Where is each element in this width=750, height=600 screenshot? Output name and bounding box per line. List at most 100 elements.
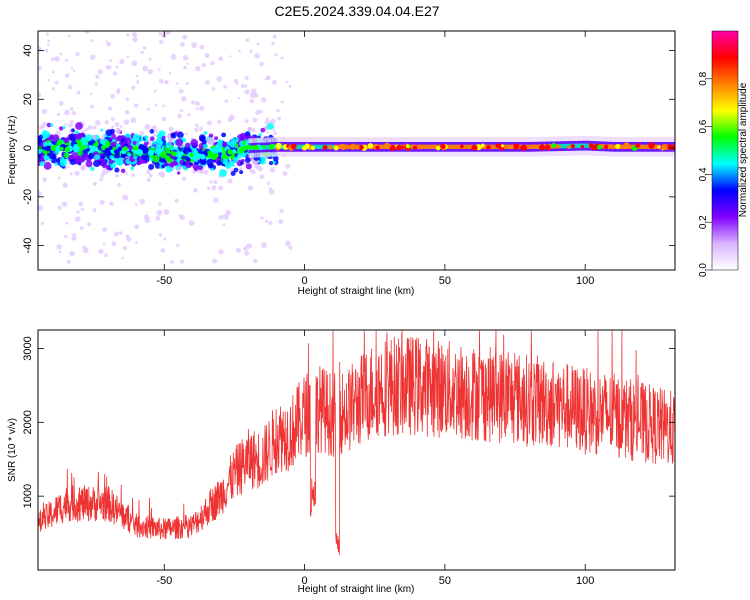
spectrogram-speckle <box>79 226 84 230</box>
spectrogram-cell <box>84 148 89 153</box>
spectrogram-peak <box>440 143 446 150</box>
spectrogram-speckle <box>58 250 62 254</box>
spectrogram-core <box>586 143 590 148</box>
spectrogram-speckle <box>186 62 189 66</box>
spectrogram-core <box>647 144 650 150</box>
spectrogram-speckle <box>203 169 209 175</box>
spectrogram-peak <box>348 144 354 150</box>
spectrogram-cell <box>114 167 120 173</box>
spectrogram-speckle <box>158 32 162 35</box>
spectrogram-cell <box>132 144 139 152</box>
spectrogram-cell <box>233 167 239 173</box>
spectrogram-core <box>337 144 340 150</box>
spectrogram-speckle <box>161 171 165 176</box>
spectrogram-speckle <box>194 128 199 133</box>
spectrogram-speckle <box>272 34 277 39</box>
spectrogram-peak <box>189 152 194 158</box>
spectrogram-speckle <box>69 107 74 111</box>
spectrogram-core <box>559 143 563 149</box>
spectrogram-cell <box>206 158 214 167</box>
spectrogram-cell <box>155 139 164 148</box>
spectrogram-speckle <box>92 208 97 213</box>
spectrogram-speckle <box>95 74 100 79</box>
spectrogram-core <box>317 144 320 150</box>
spectrogram-cell <box>145 139 149 143</box>
spectrogram-core <box>531 144 534 149</box>
spectrogram-cell <box>140 154 147 160</box>
spectrogram-speckle <box>158 202 162 206</box>
spectrogram-cell <box>100 154 105 160</box>
spectrogram-cell <box>221 132 227 138</box>
snr-y-tick-label: 1000 <box>22 484 34 508</box>
colorbar-tick-label: 0.0 <box>698 263 709 277</box>
spectrogram-core <box>654 144 657 150</box>
spectrogram-speckle <box>112 71 118 76</box>
spectrogram-cell <box>245 163 252 170</box>
spectrogram-speckle <box>238 167 243 171</box>
spectrogram-speckle <box>256 42 260 46</box>
spectrogram-speckle <box>64 122 68 126</box>
spectrogram-core <box>332 144 335 150</box>
spectrogram-speckle <box>65 221 69 225</box>
spectrogram-core <box>467 144 470 150</box>
spectrogram-core <box>298 144 302 150</box>
spectrogram-y-tick-label: 0 <box>22 145 34 151</box>
spectrogram-speckle <box>180 42 185 47</box>
spectrogram-cell <box>51 134 60 143</box>
spectrogram-speckle <box>144 123 151 130</box>
spectrogram-peak <box>615 143 621 149</box>
spectrogram-speckle <box>163 209 170 215</box>
spectrogram-speckle <box>38 92 42 98</box>
spectrogram-speckle <box>285 240 291 247</box>
spectrogram-speckle <box>117 183 121 187</box>
spectrogram-speckle <box>272 128 275 132</box>
spectrogram-cell <box>81 138 87 144</box>
spectrogram-speckle <box>38 46 42 53</box>
spectrogram-speckle <box>97 69 103 75</box>
spectrogram-peak <box>557 145 562 149</box>
spectrogram-speckle <box>89 54 96 60</box>
spectrogram-peak <box>133 149 138 154</box>
spectrogram-speckle <box>274 53 278 57</box>
spectrogram-core <box>628 144 632 150</box>
spectrogram-speckle <box>269 166 276 173</box>
spectrogram-speckle <box>126 33 130 37</box>
spectrogram-cell <box>105 140 110 146</box>
spectrogram-speckle <box>265 117 269 121</box>
spectrogram-cell <box>133 155 138 160</box>
spectrogram-y-tick-label: 20 <box>22 93 34 105</box>
spectrogram-cell <box>244 157 251 164</box>
spectrogram-speckle <box>122 245 128 251</box>
spectrogram-cell <box>266 122 275 130</box>
spectrogram-speckle <box>266 181 271 185</box>
spectrogram-core <box>538 144 541 149</box>
snr-x-tick-label: 100 <box>576 575 594 587</box>
spectrogram-speckle <box>41 108 48 115</box>
spectrogram-speckle <box>139 130 144 136</box>
spectrogram-core <box>320 144 324 150</box>
spectrogram-speckle <box>64 109 70 116</box>
spectrogram-y-axis-label: Frequency (Hz) <box>7 116 18 185</box>
spectrogram-cell <box>148 163 155 170</box>
snr-panel: -50 0 50 100 1000 2000 3000 Height of straight… <box>7 329 676 595</box>
spectrogram-peak <box>471 144 478 151</box>
spectrogram-speckle <box>254 52 260 59</box>
spectrogram-speckle <box>228 114 235 121</box>
spectrogram-speckle <box>75 52 80 57</box>
spectrogram-speckle <box>64 73 70 78</box>
spectrogram-speckle <box>210 61 215 66</box>
spectrogram-speckle <box>288 245 293 250</box>
spectrogram-peak <box>539 144 546 151</box>
spectrogram-speckle <box>135 74 139 78</box>
spectrogram-speckle <box>136 80 140 83</box>
spectrogram-speckle <box>159 39 164 44</box>
spectrogram-core <box>563 143 566 149</box>
spectrogram-speckle <box>253 258 258 264</box>
spectrogram-cell <box>115 143 121 149</box>
spectrogram-speckle <box>272 79 277 85</box>
spectrogram-speckle <box>80 207 85 212</box>
spectrogram-peak <box>367 143 374 149</box>
spectrogram-cell <box>168 138 174 143</box>
spectrogram-speckle <box>59 52 63 56</box>
spectrogram-core <box>295 144 298 150</box>
